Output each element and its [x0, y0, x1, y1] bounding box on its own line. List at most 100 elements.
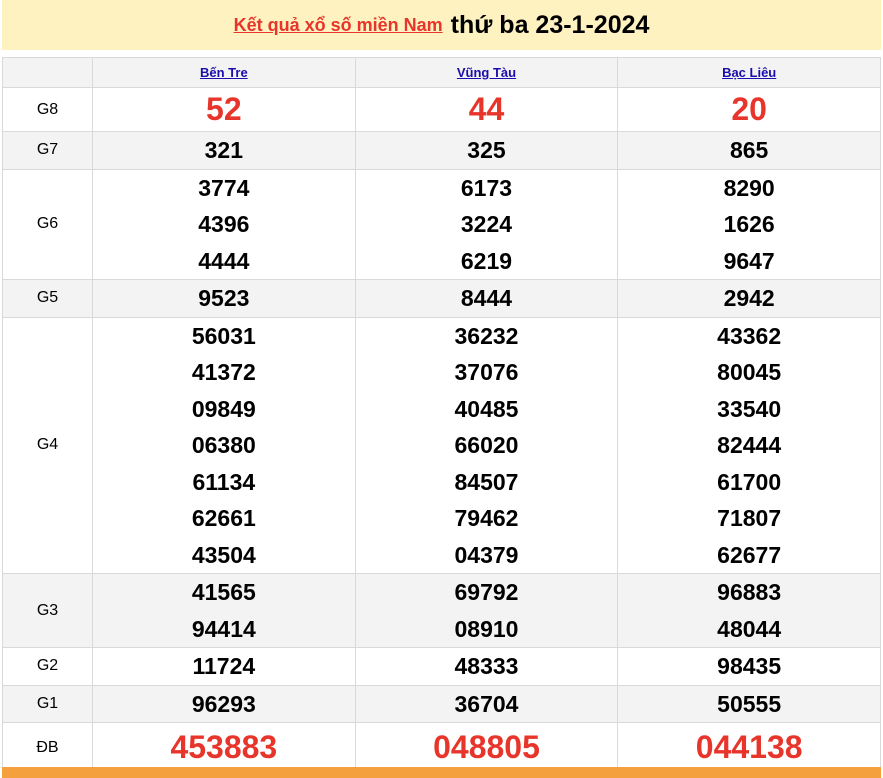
prize-number: 48044: [717, 615, 782, 642]
prize-cell: 56031 41372 09849 06380 61134 62661 43504: [92, 316, 356, 574]
prize-number: 8290: [723, 174, 775, 201]
prize-row-G3: G3 41565 94414 69792 08910 96883 48044: [2, 573, 881, 648]
prize-cell: 453883: [92, 722, 356, 773]
prize-number: 62677: [717, 541, 782, 568]
prize-cell: 325: [354, 131, 619, 170]
prize-number: 80045: [717, 359, 782, 385]
prize-number: 8444: [460, 285, 513, 311]
results-table: Bến Tre Vũng Tàu Bạc Liêu G8 52 44 20 G7 321 325…: [2, 57, 881, 773]
prize-cell: 11724: [92, 647, 356, 686]
prize-number: 865: [729, 137, 769, 163]
results-date: thứ ba 23-1-2024: [450, 10, 650, 39]
prize-number: 62661: [191, 505, 256, 531]
prize-number: 06380: [191, 432, 256, 458]
prize-row-G8: G8 52 44 20: [2, 87, 881, 132]
prize-number: 048805: [433, 729, 540, 765]
prize-cell: 36704: [354, 684, 619, 723]
prize-row-G4: G4 56031 41372 09849 06380 61134 62661 43504 362…: [2, 316, 881, 574]
prize-cell: 96293: [92, 684, 356, 723]
prize-cell: 865: [617, 131, 881, 170]
prize-number: 2942: [723, 285, 775, 311]
prize-cell: 044138: [617, 722, 881, 773]
prize-number: 9647: [723, 247, 775, 274]
prize-label: G2: [2, 647, 93, 686]
prize-cell: 96883 48044: [617, 573, 881, 648]
results-header: Kết quả xổ số miền Nam thứ ba 23-1-2024: [2, 0, 881, 50]
prize-cell: 321: [92, 131, 356, 170]
prize-number: 94414: [191, 615, 256, 642]
prize-number: 33540: [717, 395, 782, 422]
prize-number: 48333: [454, 653, 519, 679]
prize-cell: 3774 4396 4444: [92, 168, 356, 280]
prize-row-G2: G2 11724 48333 98435: [2, 647, 881, 686]
prize-number: 41372: [191, 359, 256, 385]
prize-number: 6173: [460, 174, 513, 201]
prize-number: 79462: [454, 505, 519, 531]
prize-number: 4444: [198, 247, 250, 274]
prize-number: 40485: [454, 395, 519, 422]
prize-number: 52: [206, 91, 242, 127]
prize-label: G8: [2, 87, 93, 132]
prize-number: 9523: [198, 285, 250, 311]
province-header-row: Bến Tre Vũng Tàu Bạc Liêu: [2, 57, 881, 88]
province-link[interactable]: Vũng Tàu: [456, 65, 517, 80]
prize-cell: 41565 94414: [92, 573, 356, 648]
prize-number: 71807: [717, 505, 782, 531]
prize-number: 69792: [454, 579, 519, 605]
prize-cell: 6173 3224 6219: [354, 168, 619, 280]
prize-row-ĐB: ĐB 453883 048805 044138: [2, 722, 881, 773]
province-header: Bạc Liêu: [617, 57, 881, 88]
prize-number: 453883: [170, 729, 278, 765]
prize-number: 61700: [717, 468, 782, 495]
prize-cell: 48333: [354, 647, 619, 686]
prize-cell: 20: [617, 87, 881, 132]
prize-number: 82444: [717, 432, 782, 458]
footer-bar: [2, 767, 881, 778]
prize-number: 84507: [454, 468, 519, 495]
results-link[interactable]: Kết quả xổ số miền Nam: [233, 14, 443, 35]
prize-number: 43504: [191, 541, 256, 568]
prize-cell: 98435: [617, 647, 881, 686]
prize-number: 08910: [454, 615, 519, 642]
prize-number: 4396: [198, 211, 250, 237]
province-link[interactable]: Bến Tre: [199, 65, 248, 80]
prize-cell: 36232 37076 40485 66020 84507 79462 04379: [354, 316, 619, 574]
prize-cell: 50555: [617, 684, 881, 723]
province-header: Vũng Tàu: [354, 57, 619, 88]
prize-cell: 44: [354, 87, 619, 132]
prize-number: 20: [731, 91, 767, 127]
prize-cell: 43362 80045 33540 82444 61700 71807 62677: [617, 316, 881, 574]
province-link[interactable]: Bạc Liêu: [722, 65, 777, 80]
prize-cell: 8290 1626 9647: [617, 168, 881, 280]
prize-number: 43362: [717, 322, 782, 349]
prize-number: 6219: [460, 247, 513, 274]
prize-label: G7: [2, 131, 93, 170]
prize-cell: 2942: [617, 279, 881, 318]
prize-number: 044138: [695, 729, 803, 765]
prize-number: 66020: [454, 432, 519, 458]
prize-label: G5: [2, 279, 93, 318]
corner-cell: [2, 57, 93, 88]
prize-label: G6: [2, 168, 93, 280]
prize-row-G7: G7 321 325 865: [2, 131, 881, 170]
prize-number: 56031: [191, 322, 256, 349]
prize-cell: 048805: [354, 722, 619, 773]
prize-cell: 69792 08910: [354, 573, 619, 648]
prize-cell: 9523: [92, 279, 356, 318]
prize-number: 09849: [191, 395, 256, 422]
prize-number: 50555: [717, 690, 782, 717]
prize-label: G3: [2, 573, 93, 648]
prize-number: 41565: [191, 579, 256, 605]
prize-number: 3774: [198, 174, 250, 201]
prize-label: G1: [2, 684, 93, 723]
prize-cell: 8444: [354, 279, 619, 318]
prize-number: 61134: [192, 468, 256, 495]
prize-row-G5: G5 9523 8444 2942: [2, 279, 881, 318]
prize-label: G4: [2, 316, 93, 574]
prize-number: 11724: [192, 653, 256, 679]
province-header: Bến Tre: [92, 57, 356, 88]
prize-cell: 52: [92, 87, 356, 132]
prize-number: 36232: [454, 322, 519, 349]
prize-number: 321: [204, 137, 244, 163]
prize-label: ĐB: [2, 722, 93, 773]
